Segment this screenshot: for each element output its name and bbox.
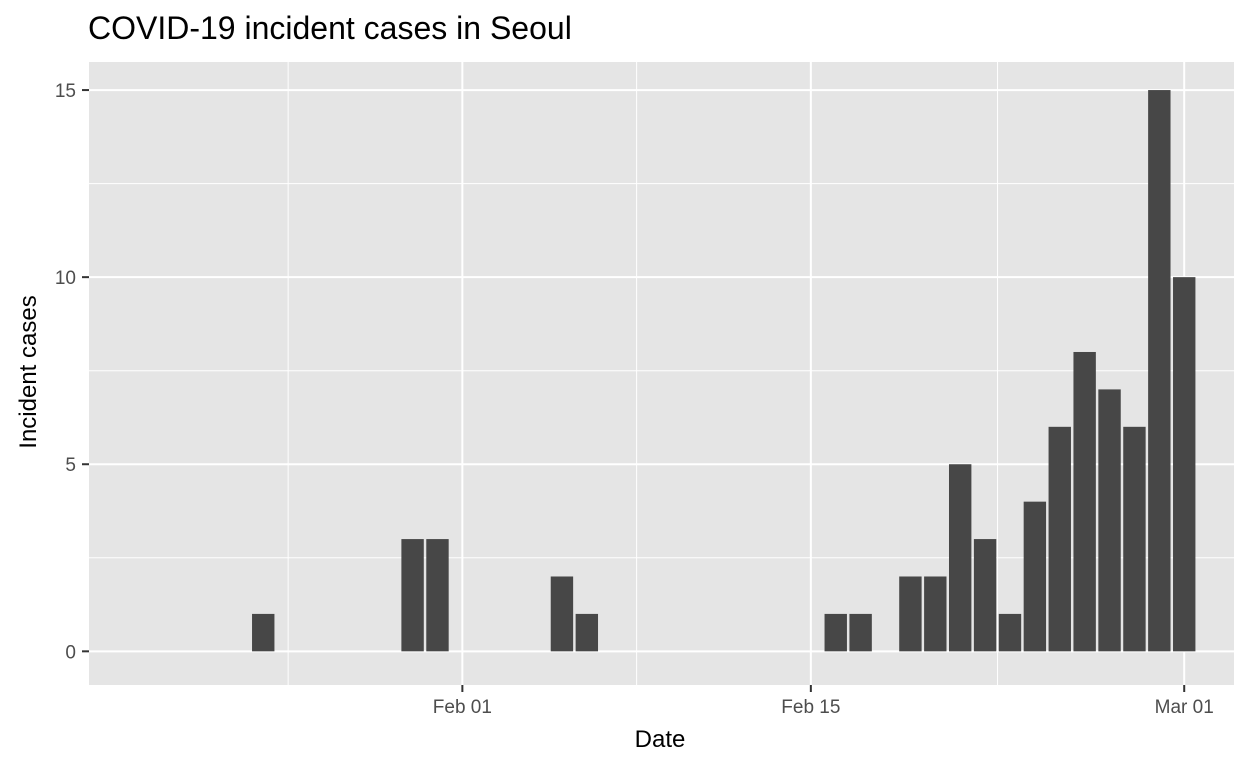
bar <box>998 613 1022 652</box>
bar <box>973 539 997 652</box>
bar <box>849 613 872 652</box>
bar <box>1173 277 1196 652</box>
x-tick-label: Mar 01 <box>1155 697 1214 718</box>
bar <box>575 613 599 652</box>
bar <box>1123 426 1146 652</box>
bar <box>426 539 449 652</box>
bar <box>899 576 922 652</box>
bar <box>252 613 275 652</box>
bar <box>924 576 947 652</box>
x-axis-title: Date <box>635 726 686 753</box>
bar <box>1073 351 1096 652</box>
bars <box>252 90 1196 652</box>
bar <box>1048 426 1071 652</box>
bar <box>401 539 424 652</box>
y-tick-label: 0 <box>65 642 76 663</box>
x-axis: Feb 01 Feb 15 Mar 01 <box>433 685 1214 718</box>
y-tick-label: 5 <box>65 455 76 476</box>
bar <box>1098 389 1121 652</box>
bar <box>1023 501 1047 652</box>
bar <box>948 464 972 652</box>
x-tick-label: Feb 15 <box>781 697 840 718</box>
bar <box>824 613 847 652</box>
y-tick-label: 10 <box>55 268 76 289</box>
bar <box>550 576 574 652</box>
chart-title: COVID-19 incident cases in Seoul <box>88 10 572 46</box>
y-axis: 0 5 10 15 <box>55 81 89 663</box>
y-axis-title: Incident cases <box>15 295 42 448</box>
y-tick-label: 15 <box>55 81 76 102</box>
bar <box>1148 90 1171 652</box>
x-tick-label: Feb 01 <box>433 697 492 718</box>
